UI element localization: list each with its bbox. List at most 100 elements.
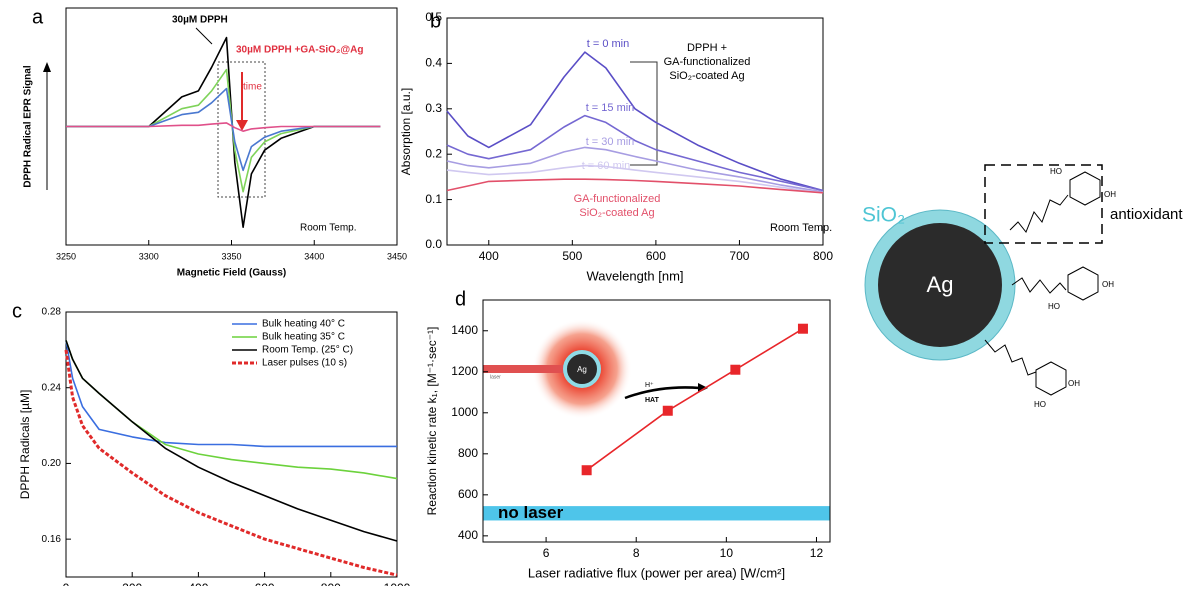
hat-arrow [624,386,701,400]
oh-label: OH [1104,190,1116,199]
x-tick-label: 800 [813,249,833,263]
inset-transfer: HAT [645,397,660,404]
y-arrowhead [43,62,51,72]
oh-label: OH [1102,280,1114,289]
series-line [65,340,398,542]
bracket [630,61,658,166]
x-tick-label: 500 [562,249,582,263]
series-label: t = 15 min [586,102,635,114]
x-tick-label: 6 [543,546,550,560]
x-tick-label: 3350 [221,251,241,261]
plot-frame [446,17,824,246]
shell-label: SiO₂ [862,204,905,227]
core [878,223,1002,347]
y-tick-label: 400 [458,528,478,542]
x-tick-label: 400 [188,581,208,586]
ring [1069,171,1101,206]
series-line [64,349,398,577]
y-tick-label: 0.16 [42,534,62,545]
ho-label: HO [1050,167,1062,176]
chain [984,339,1037,376]
x-tick-label: 1000 [384,581,411,586]
chain [1011,277,1067,294]
chain [1009,194,1069,233]
panel-letter: a [32,6,44,28]
series-line [446,51,824,192]
y-tick-label: 1200 [451,364,478,378]
time-arrowhead [236,120,248,131]
panel-letter: b [430,10,441,32]
y-tick-label: 0.0 [425,237,442,251]
x-axis-label: Laser radiative flux (power per area) [W… [528,565,785,580]
inset-proton: H⁺ [645,382,654,389]
ring [1067,266,1099,301]
x-tick-label: 3300 [139,251,159,261]
y-tick-label: 0.1 [425,192,442,206]
y-tick-label: 0.20 [42,458,62,469]
plot-frame [65,311,398,578]
highlight-box [217,61,266,198]
y-tick-label: 0.5 [425,10,442,24]
annotation: GA-functionalized [664,56,751,68]
band [483,506,830,521]
x-tick-label: 400 [479,249,499,263]
x-tick-label: 600 [646,249,666,263]
annotation: time [243,82,262,93]
oh-label: OH [1068,379,1080,388]
inset-beam: laser [490,374,501,380]
series-label: t = 0 min [587,38,630,50]
series-line [446,146,824,193]
series-label: t = 60 min [582,160,631,172]
annotation: DPPH + [687,42,727,54]
y-tick-label: 0.24 [42,382,62,393]
annotation: SiO₂-coated Ag [579,207,654,219]
series-line [65,340,397,448]
series-line [66,87,381,172]
x-tick-label: 3400 [304,251,324,261]
y-tick-label: 0.4 [425,56,442,70]
y-tick-label: 600 [458,487,478,501]
series-label: t = 30 min [586,136,635,148]
point [730,364,741,375]
x-tick-label: 200 [122,581,142,586]
series-line [446,114,824,192]
group-label: antioxidant [1110,206,1183,223]
series-line [586,328,804,471]
core-label: Ag [927,272,954,297]
y-tick-label: 1000 [451,405,478,419]
panel-letter: d [455,288,466,310]
y-tick-label: 0.28 [42,307,62,318]
x-tick-label: 8 [633,546,640,560]
x-axis-label: Wavelength [nm] [586,268,683,283]
y-tick-label: 0.3 [425,101,442,115]
series-line [446,178,824,194]
ring [1035,361,1067,396]
ho-label: HO [1034,400,1046,409]
pointer [195,27,213,45]
annotation: 30µM DPPH +GA-SiO₂@Ag [236,45,363,56]
annotation: Room Temp. [300,223,357,234]
point [581,465,592,476]
y-axis-label: Reaction kinetic rate k₁, [M⁻¹·sec⁻¹] [425,327,439,516]
annotation: 30µM DPPH [172,15,228,26]
group-box [984,164,1103,244]
x-tick-label: 3250 [56,251,76,261]
x-tick-label: 700 [729,249,749,263]
series-line [446,164,824,194]
x-tick-label: 800 [321,581,341,586]
laser-beam [483,365,565,373]
series-line [66,36,381,228]
series-line [66,68,381,193]
ho-label: HO [1048,302,1060,311]
x-tick-label: 600 [255,581,275,586]
series-line [65,340,398,480]
series-line [66,122,381,132]
x-tick-label: 10 [720,546,734,560]
x-tick-label: 12 [810,546,824,560]
point [797,323,808,334]
legend-label: Laser pulses (10 s) [262,358,347,369]
inset-particle [563,350,601,388]
inset-core: Ag [577,365,587,374]
